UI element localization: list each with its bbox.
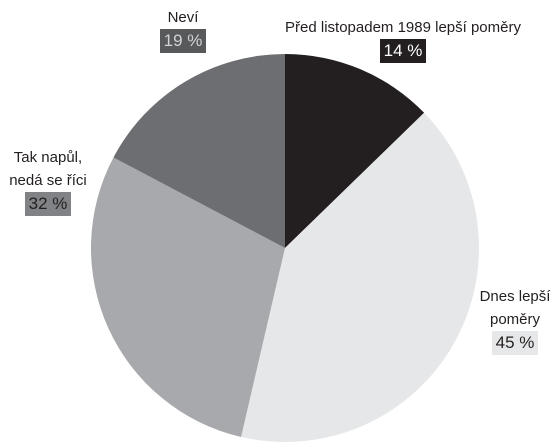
value-label: 32 %: [24, 192, 72, 216]
pie-slice: [91, 157, 285, 437]
pie-slice: [241, 112, 479, 442]
pie-slice: [113, 54, 285, 248]
pie-slice: [285, 54, 425, 248]
category-label: Tak napůl, nedá se říci: [9, 149, 87, 189]
value-label: 19 %: [159, 29, 207, 53]
value-label: 45 %: [491, 331, 539, 355]
slice-label: Tak napůl, nedá se říci 32 %: [0, 146, 96, 216]
category-label: Před listopadem 1989 lepší poměry: [285, 19, 521, 36]
slice-label: Neví 19 %: [143, 6, 223, 53]
value-label: 14 %: [379, 39, 427, 63]
slice-label: Před listopadem 1989 lepší poměry 14 %: [253, 16, 553, 63]
slice-label: Dnes lepší poměry 45 %: [470, 285, 556, 355]
category-label: Dnes lepší poměry: [479, 288, 551, 328]
category-label: Neví: [167, 9, 199, 26]
